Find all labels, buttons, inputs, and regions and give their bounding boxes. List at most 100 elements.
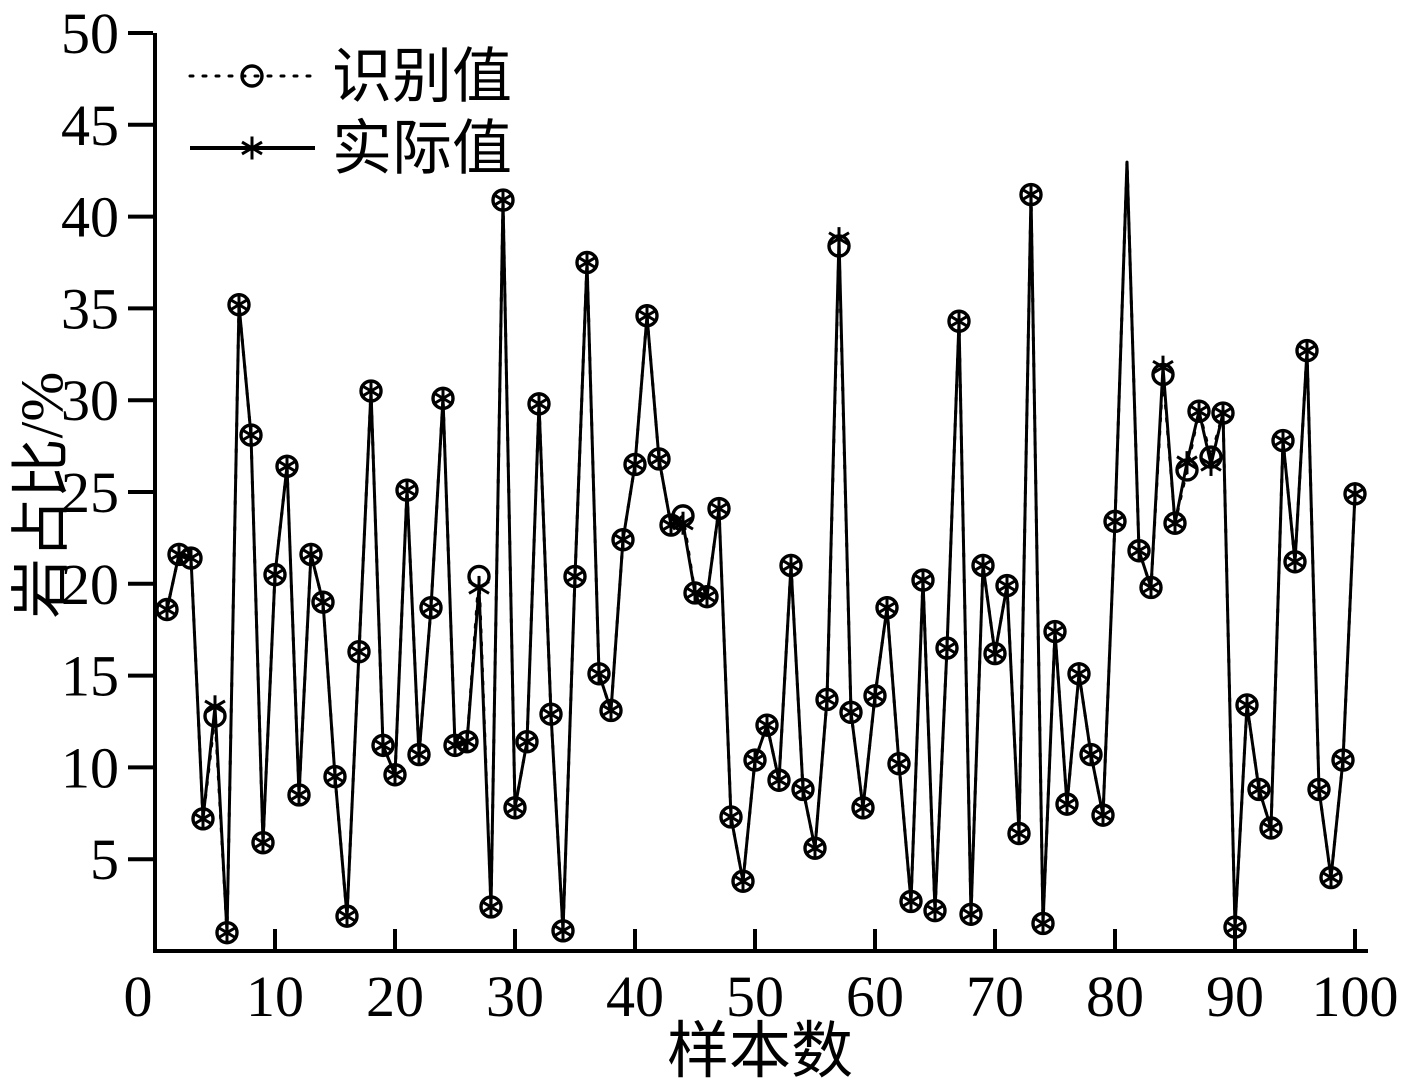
circle-marker <box>995 573 1019 598</box>
x-tick-label: 90 <box>1206 964 1264 1029</box>
circle-marker <box>467 564 491 589</box>
circle-marker <box>1091 803 1115 827</box>
circle-marker <box>407 742 431 767</box>
circle-marker <box>1055 792 1079 816</box>
circle-marker <box>731 869 755 893</box>
circle-marker <box>983 641 1007 666</box>
circle-marker <box>179 546 203 570</box>
circle-marker <box>1307 777 1331 802</box>
circle-marker <box>587 662 611 686</box>
circle-marker <box>887 752 911 776</box>
circle-marker <box>719 805 743 829</box>
circle-marker <box>935 636 959 660</box>
circle-marker <box>755 713 779 737</box>
circle-marker <box>371 733 395 758</box>
circle-marker <box>215 920 239 945</box>
circle-marker <box>287 783 311 807</box>
circle-marker <box>1031 911 1055 936</box>
circle-marker <box>1319 865 1343 890</box>
circle-marker <box>827 234 851 258</box>
circle-marker <box>947 309 971 333</box>
x-tick-label: 70 <box>966 964 1024 1029</box>
circle-marker <box>1259 816 1283 840</box>
circle-marker <box>1127 539 1151 563</box>
circle-marker <box>671 504 695 528</box>
y-tick-label: 30 <box>61 368 119 433</box>
y-axis-title: 岩占比/% <box>9 372 75 619</box>
x-axis: 0 10 20 30 40 50 60 70 80 90 100 样本数 <box>124 929 1399 1084</box>
x-tick-label: 60 <box>846 964 904 1029</box>
series-actual <box>156 161 1366 945</box>
y-tick-label: 20 <box>61 552 119 617</box>
circle-marker <box>1067 662 1091 686</box>
y-axis: 5 10 15 20 25 30 35 40 45 50 岩占比/% <box>9 1 157 953</box>
circle-marker <box>863 684 887 708</box>
x-tick-label: 40 <box>606 964 664 1029</box>
y-tick-label: 10 <box>61 735 119 800</box>
circle-marker <box>527 392 551 416</box>
circle-marker <box>323 764 347 789</box>
circle-marker <box>611 528 635 552</box>
circle-marker <box>240 64 264 88</box>
circle-marker <box>1103 509 1127 534</box>
circle-marker <box>1007 821 1031 846</box>
circle-marker <box>767 768 791 792</box>
legend-label: 实际值 <box>332 116 512 182</box>
circle-marker <box>479 895 503 919</box>
circle-marker <box>1151 362 1175 387</box>
circle-marker <box>875 595 899 620</box>
circle-marker <box>359 379 383 403</box>
circle-marker <box>275 454 299 478</box>
circle-marker <box>803 836 827 860</box>
circle-marker <box>1163 511 1187 535</box>
circle-marker <box>851 796 875 820</box>
circle-marker <box>563 564 587 589</box>
circle-marker <box>911 568 935 592</box>
series-line-solid <box>165 161 1357 933</box>
asterisk-marker <box>1152 355 1174 379</box>
y-tick-label: 35 <box>61 276 119 341</box>
circle-marker <box>167 542 191 567</box>
y-tick-label: 15 <box>61 644 119 709</box>
asterisk-marker <box>384 763 406 787</box>
x-tick-label: 80 <box>1086 964 1144 1029</box>
circle-marker <box>599 698 623 723</box>
circle-marker <box>1079 742 1103 767</box>
circle-marker <box>1019 182 1043 207</box>
y-tick-label: 40 <box>61 185 119 250</box>
circle-marker <box>1211 401 1235 425</box>
circle-marker <box>383 763 407 787</box>
circle-marker <box>251 830 275 855</box>
circle-marker <box>299 542 323 567</box>
circle-marker <box>647 447 671 471</box>
circle-marker <box>431 386 455 411</box>
circle-marker <box>683 581 707 605</box>
circle-marker <box>1043 619 1067 644</box>
circle-marker <box>263 562 287 587</box>
circle-marker <box>347 640 371 664</box>
circle-marker <box>311 590 335 614</box>
circle-marker <box>335 904 359 928</box>
circle-marker <box>227 293 251 317</box>
circle-marker <box>1295 338 1319 363</box>
circle-marker <box>443 733 467 758</box>
circle-marker <box>395 478 419 502</box>
series-recognized <box>155 161 1367 945</box>
circle-marker <box>539 702 563 726</box>
series-line-dotted <box>165 161 1357 933</box>
circle-marker <box>419 595 443 620</box>
x-tick-label: 100 <box>1312 964 1399 1029</box>
y-tick-label: 25 <box>61 460 119 525</box>
circle-marker <box>959 902 983 926</box>
circle-marker <box>791 777 815 802</box>
circle-marker <box>923 898 947 923</box>
y-tick-label: 5 <box>90 827 119 892</box>
legend-item-1: 识别值 <box>188 44 512 110</box>
circle-marker <box>575 250 599 275</box>
circle-marker <box>635 304 659 328</box>
x-tick-label: 0 <box>124 964 153 1029</box>
legend-item-2: 实际值 <box>190 116 512 182</box>
